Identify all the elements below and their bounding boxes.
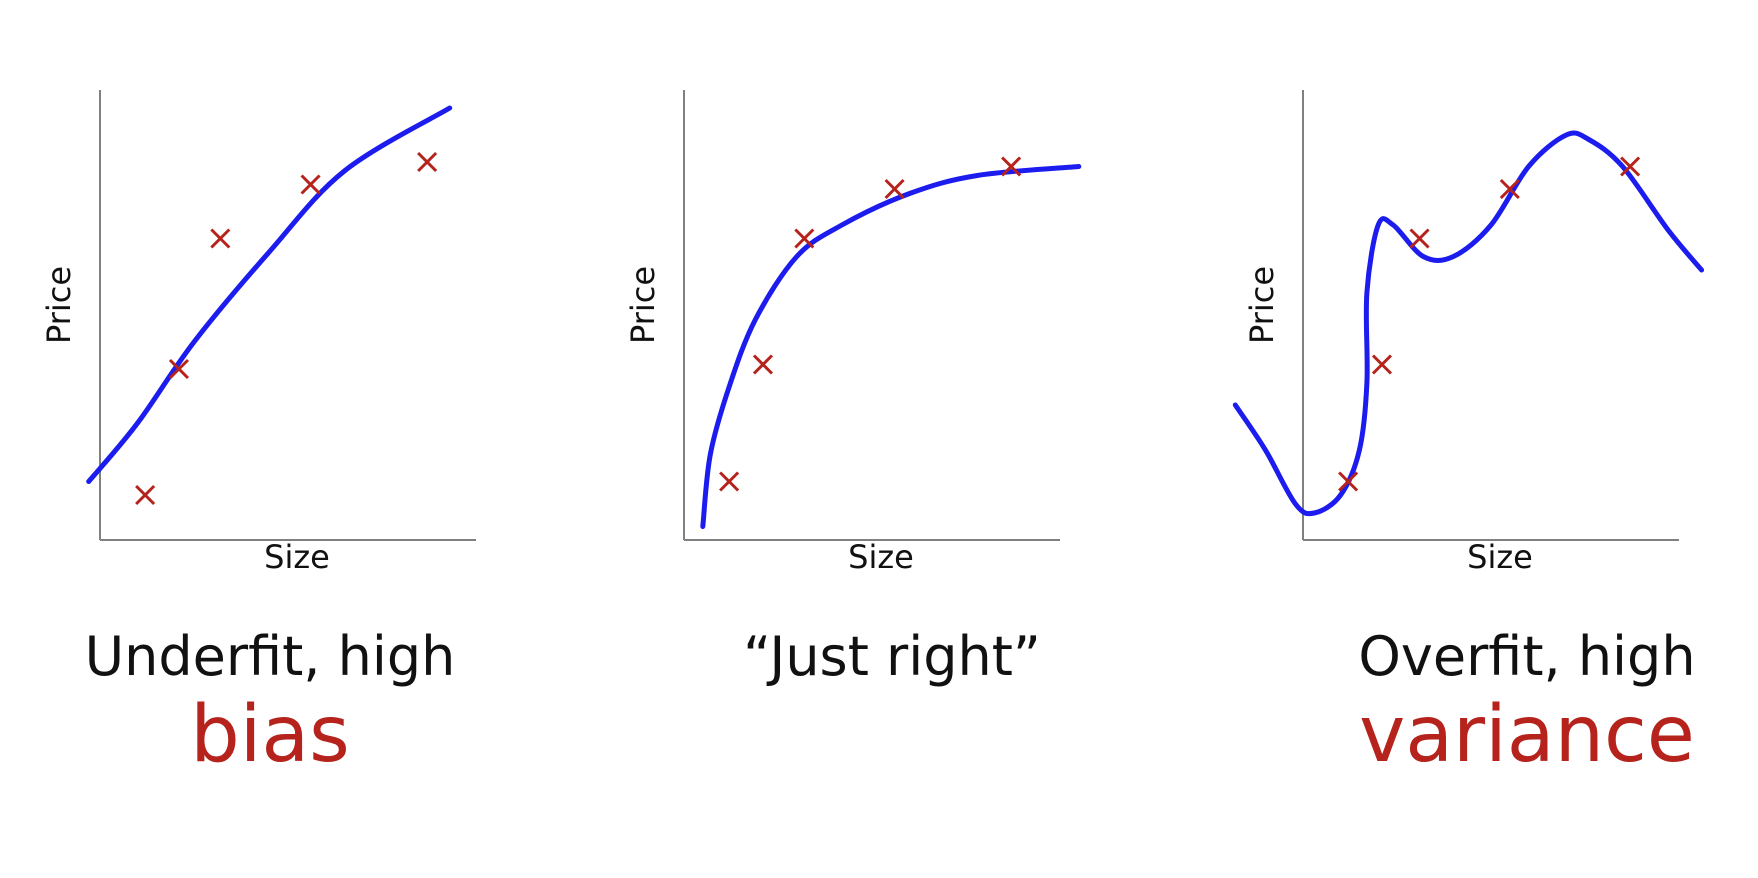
data-point-stroke <box>210 228 231 249</box>
data-point-3 <box>210 228 231 249</box>
x-axis-label: Size <box>264 538 330 576</box>
data-point-stroke <box>1001 156 1022 177</box>
caption-3: Overfit, high <box>1358 625 1696 688</box>
data-point-stroke <box>794 228 815 249</box>
data-point-2 <box>752 354 774 375</box>
data-point-5 <box>1001 156 1022 177</box>
data-point-4 <box>884 178 905 200</box>
data-point-4 <box>300 174 321 195</box>
data-point-5 <box>417 151 438 173</box>
data-point-4 <box>1499 178 1520 200</box>
data-point-stroke <box>1338 471 1359 492</box>
x-axis-label: Size <box>1467 538 1533 576</box>
chart-panel-1: Size Price <box>40 90 476 576</box>
chart-panel-2: Size Price <box>624 90 1082 576</box>
data-point-stroke <box>719 471 740 492</box>
fit-curve <box>1232 130 1705 517</box>
data-point-5 <box>1620 156 1641 177</box>
data-point-stroke <box>1620 156 1641 177</box>
data-point-stroke <box>1499 178 1520 200</box>
data-point-stroke <box>135 484 156 506</box>
data-point-stroke <box>1409 228 1430 249</box>
y-axis-label: Price <box>1243 266 1281 344</box>
x-axis-label: Size <box>848 538 914 576</box>
data-point-1 <box>1338 471 1359 492</box>
data-point-stroke <box>884 178 905 200</box>
data-point-3 <box>794 228 815 249</box>
caption-1: Underfit, high <box>84 625 456 688</box>
data-point-stroke <box>417 151 438 173</box>
caption-2: “Just right” <box>743 625 1041 688</box>
y-axis-label: Price <box>40 266 78 344</box>
data-point-3 <box>1409 228 1430 249</box>
chart-panel-3: Size Price <box>1232 90 1705 576</box>
data-point-2 <box>168 358 190 380</box>
data-point-stroke <box>168 358 190 380</box>
y-axis-label: Price <box>624 266 662 344</box>
data-point-stroke <box>752 354 774 375</box>
caption-accent-3: variance <box>1359 690 1695 780</box>
data-point-1 <box>719 471 740 492</box>
data-point-1 <box>135 484 156 506</box>
data-point-2 <box>1371 354 1393 375</box>
data-point-stroke <box>1371 354 1393 375</box>
fit-curve <box>86 105 453 484</box>
data-point-stroke <box>300 174 321 195</box>
caption-accent-1: bias <box>190 690 350 780</box>
fit-curve <box>700 164 1082 529</box>
